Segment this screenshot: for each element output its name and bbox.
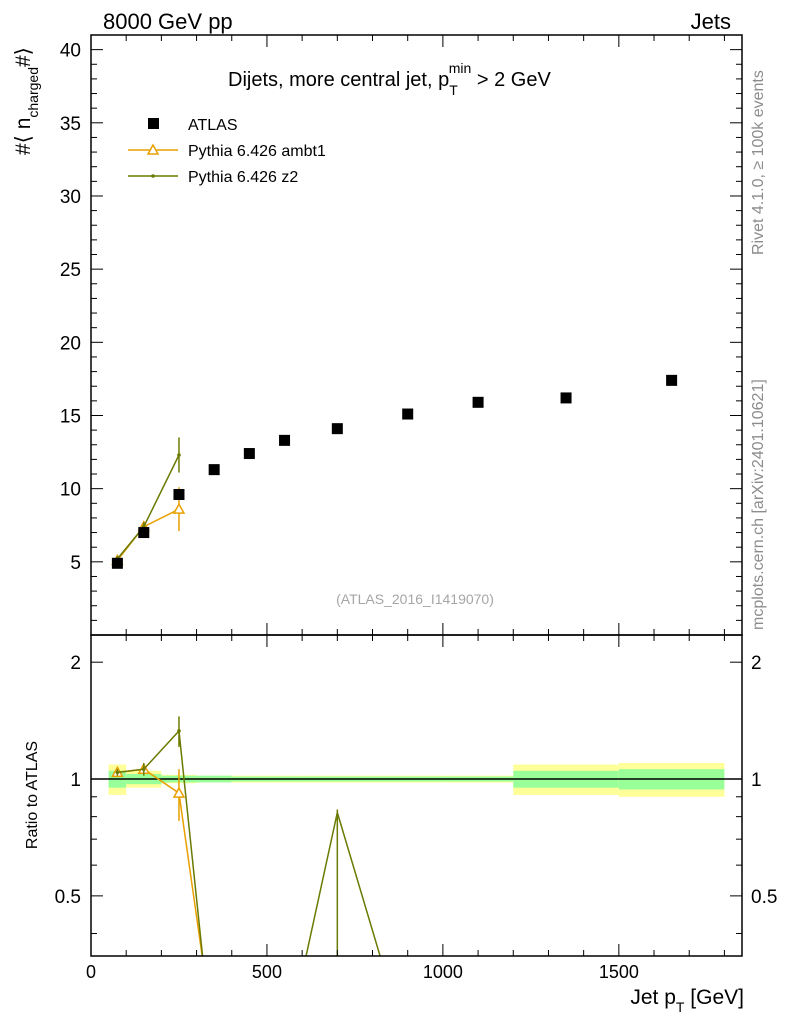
y-axis-label-main: #⟨ n bbox=[12, 118, 35, 155]
x-tick-label: 500 bbox=[252, 962, 282, 982]
y-axis-label-sub: charged bbox=[25, 67, 41, 118]
legend-atlas-marker bbox=[148, 118, 159, 129]
ratio-tick-label-right: 0.5 bbox=[751, 887, 777, 908]
main-plot-series bbox=[111, 374, 678, 569]
ratio-point bbox=[115, 770, 120, 775]
atlas-data-point bbox=[560, 392, 572, 404]
y-tick-label: 5 bbox=[70, 553, 81, 574]
x-axis-label: Jet pT [GeV] bbox=[630, 986, 744, 1015]
rivet-version-label: Rivet 4.1.0, ≥ 100k events bbox=[750, 70, 767, 255]
atlas-data-point bbox=[279, 434, 291, 446]
y-axis-label: #⟨ ncharged#⟩ bbox=[12, 47, 41, 155]
x-axis-label-main: Jet p bbox=[630, 986, 676, 1009]
legend-ambt1-marker bbox=[146, 143, 160, 155]
atlas-data-point bbox=[173, 489, 185, 501]
ratio-line-1 bbox=[117, 729, 204, 956]
y-tick-label: 10 bbox=[60, 480, 81, 501]
header-energy-label: 8000 GeV pp bbox=[103, 9, 233, 34]
atlas-data-point bbox=[138, 527, 150, 539]
legend-z2-marker bbox=[151, 174, 155, 178]
ratio-tick-label-left: 1 bbox=[70, 770, 81, 791]
legend-atlas-label: ATLAS bbox=[188, 117, 238, 134]
plot-title-main: Dijets, more central jet, p bbox=[228, 69, 449, 91]
header-jets-label: Jets bbox=[691, 9, 731, 34]
axis-ticks: 0 500 1000 1500 5 10 15 20 25 30 35 40 0 0.5 0.5 1 1 2 2 bbox=[55, 34, 777, 982]
ratio-plot-series bbox=[111, 716, 381, 956]
y-tick-label: 35 bbox=[60, 114, 81, 135]
y-tick-label: 30 bbox=[60, 187, 81, 208]
ratio-point bbox=[141, 767, 146, 772]
plot-title-sup: min bbox=[449, 60, 472, 76]
ratio-line-0 bbox=[117, 768, 203, 956]
ratio-y-axis-label: Ratio to ATLAS bbox=[24, 741, 41, 849]
y-tick-label: 25 bbox=[60, 260, 81, 281]
series-line-1 bbox=[116, 454, 180, 560]
legend: ATLAS Pythia 6.426 ambt1 Pythia 6.426 z2 bbox=[128, 117, 326, 186]
series-point bbox=[172, 502, 186, 514]
y-axis-label-tail: #⟩ bbox=[12, 47, 35, 67]
ratio-point bbox=[172, 786, 186, 798]
atlas-data-point bbox=[243, 448, 255, 460]
ratio-tick-label-right: 2 bbox=[751, 653, 762, 674]
ratio-spike-line bbox=[305, 812, 381, 956]
atlas-data-point bbox=[402, 408, 414, 420]
analysis-watermark: (ATLAS_2016_I1419070) bbox=[336, 591, 494, 607]
y-tick-label: 15 bbox=[60, 406, 81, 427]
atlas-data-point bbox=[331, 423, 343, 435]
legend-ambt1-label: Pythia 6.426 ambt1 bbox=[188, 143, 326, 160]
ratio-tick-label-left: 2 bbox=[70, 653, 81, 674]
ratio-tick-label-right: 1 bbox=[751, 770, 762, 791]
atlas-data-point bbox=[111, 557, 123, 569]
y-tick-label-zero: 0 bbox=[70, 626, 81, 647]
ratio-point bbox=[177, 729, 181, 733]
atlas-data-point bbox=[666, 374, 678, 386]
ratio-uncertainty-bands bbox=[108, 762, 725, 797]
x-axis-label-tail: [GeV] bbox=[684, 986, 744, 1009]
atlas-data-point bbox=[208, 464, 220, 476]
x-tick-label: 1500 bbox=[599, 962, 639, 982]
ratio-plot-frame bbox=[90, 634, 743, 957]
x-axis-label-sub: T bbox=[676, 999, 685, 1015]
x-tick-label: 1000 bbox=[423, 962, 463, 982]
y-tick-label: 40 bbox=[60, 41, 81, 62]
x-tick-label: 0 bbox=[86, 962, 96, 982]
plot-title: Dijets, more central jet, pTmin > 2 GeV bbox=[228, 60, 551, 98]
mcplots-citation-label: mcplots.cern.ch [arXiv:2401.10621] bbox=[750, 379, 767, 630]
plot-title-sub: T bbox=[449, 82, 458, 98]
series-point bbox=[177, 453, 181, 457]
y-tick-label: 20 bbox=[60, 333, 81, 354]
plot-title-tail: > 2 GeV bbox=[471, 69, 551, 91]
atlas-data-point bbox=[472, 396, 484, 408]
ratio-tick-label-left: 0.5 bbox=[55, 887, 81, 908]
legend-z2-label: Pythia 6.426 z2 bbox=[188, 169, 298, 186]
